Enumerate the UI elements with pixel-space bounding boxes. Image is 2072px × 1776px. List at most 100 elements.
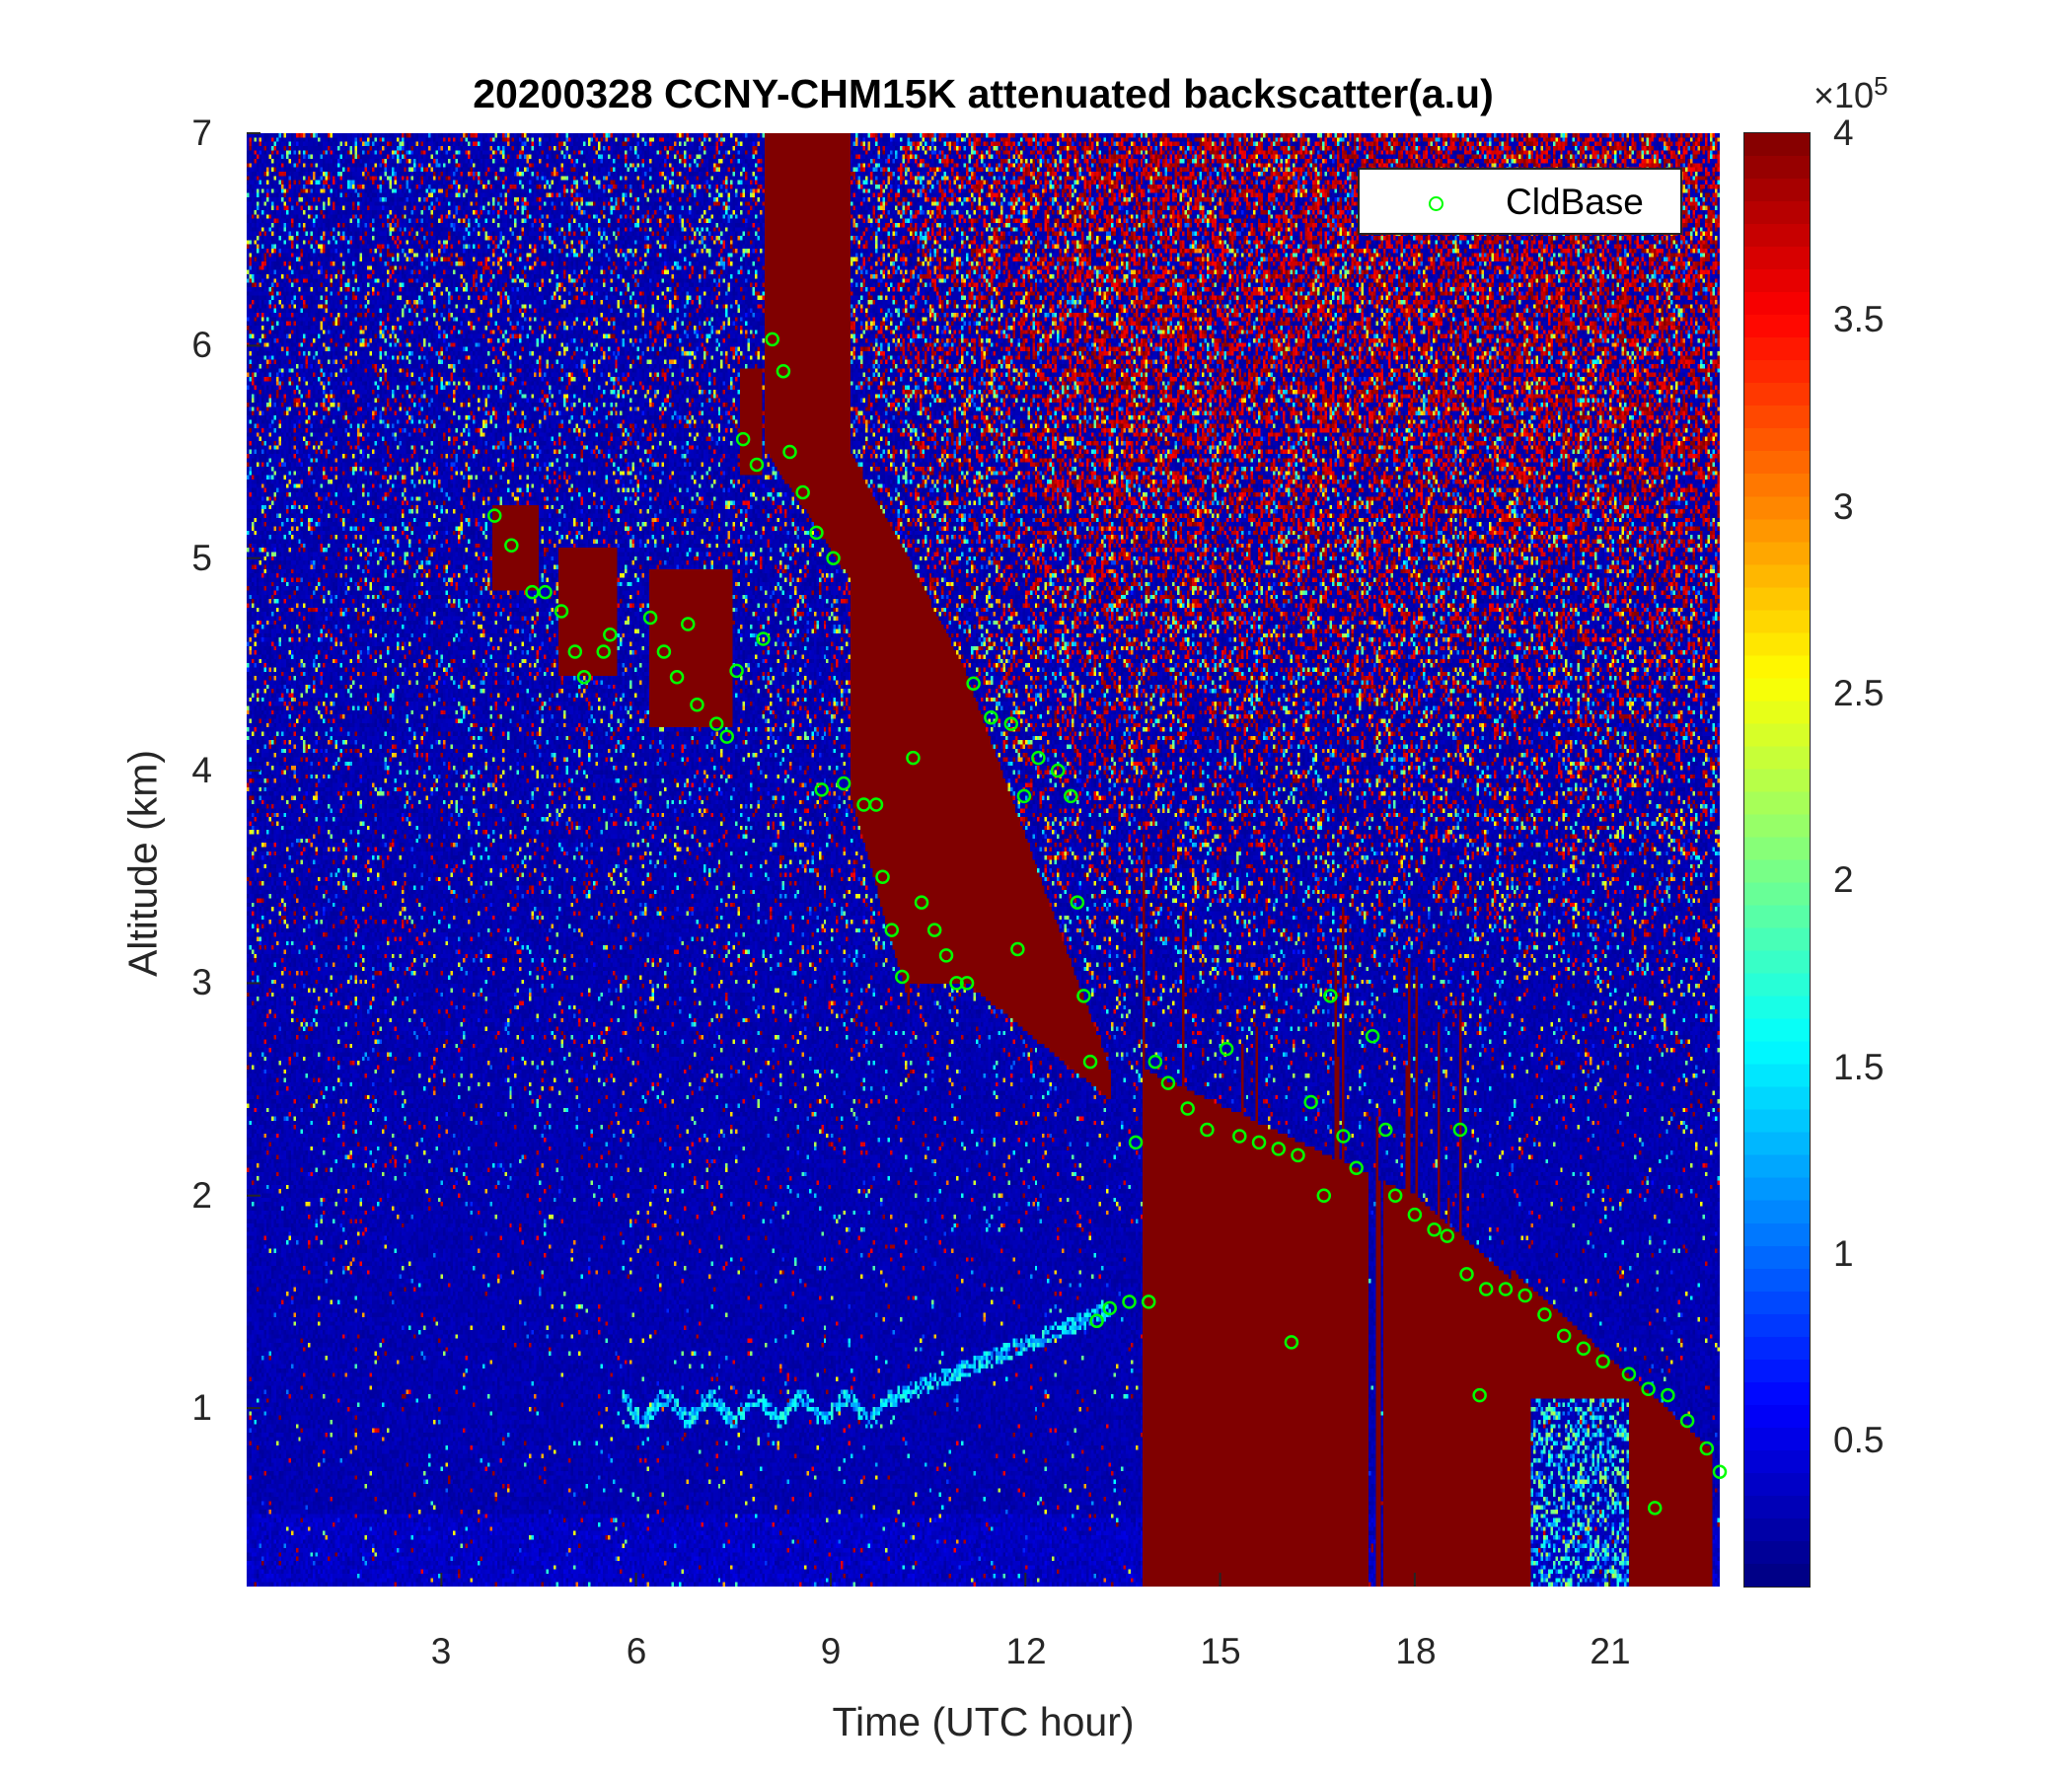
cldbase-point bbox=[809, 525, 824, 541]
cldbase-point bbox=[504, 538, 519, 554]
colorbar-tick-label: 4 bbox=[1833, 112, 1854, 153]
cldbase-point bbox=[576, 670, 592, 685]
cldbase-point bbox=[719, 729, 734, 744]
cldbase-point bbox=[1459, 1267, 1474, 1282]
cldbase-point bbox=[826, 551, 841, 565]
cldbase-point bbox=[1595, 1354, 1610, 1369]
cldbase-point bbox=[1050, 763, 1066, 778]
cldbase-point bbox=[1180, 1101, 1195, 1116]
cldbase-point bbox=[776, 363, 791, 379]
cldbase-point bbox=[868, 797, 884, 812]
cldbase-point bbox=[1427, 1221, 1442, 1237]
cldbase-point bbox=[1556, 1328, 1572, 1344]
cldbase-point bbox=[1387, 1188, 1403, 1204]
cldbase-point bbox=[1699, 1441, 1715, 1456]
x-axis-label: Time (UTC hour) bbox=[832, 1699, 1135, 1744]
cldbase-point bbox=[984, 709, 999, 725]
y-tick-label: 6 bbox=[191, 325, 212, 365]
cldbase-point bbox=[1089, 1313, 1104, 1329]
cldbase-point bbox=[1349, 1160, 1364, 1176]
cldbase-point bbox=[1323, 989, 1338, 1003]
cldbase-point bbox=[656, 644, 672, 659]
x-tick-label: 9 bbox=[820, 1631, 842, 1671]
cldbase-point bbox=[1141, 1295, 1156, 1309]
cldbase-point bbox=[669, 670, 685, 685]
cldbase-point bbox=[735, 431, 751, 447]
cldbase-point bbox=[1003, 716, 1019, 731]
cldbase-point bbox=[884, 923, 900, 937]
cldbase-point bbox=[567, 644, 583, 659]
cldbase-point bbox=[1102, 1300, 1118, 1316]
y-tick-label: 3 bbox=[191, 962, 212, 1002]
cldbase-point bbox=[1661, 1387, 1675, 1403]
cldbase-point bbox=[538, 584, 553, 600]
y-tick-label: 4 bbox=[191, 750, 212, 790]
cldbase-point bbox=[906, 750, 921, 766]
cldbase-point bbox=[1679, 1413, 1695, 1429]
cldbase-point bbox=[1336, 1129, 1351, 1144]
cldbase-point bbox=[926, 923, 942, 937]
colorbar-tick-label: 0.5 bbox=[1833, 1420, 1885, 1460]
cldbase-point bbox=[1712, 1464, 1728, 1479]
y-tick-label: 1 bbox=[191, 1387, 212, 1428]
cldbase-point bbox=[765, 332, 779, 347]
colorbar-tick-label: 1.5 bbox=[1833, 1047, 1885, 1087]
cldbase-point bbox=[1147, 1054, 1163, 1070]
cldbase-point bbox=[1271, 1142, 1287, 1156]
cldbase-point bbox=[1010, 941, 1025, 957]
x-tick-label: 21 bbox=[1590, 1631, 1631, 1671]
cldbase-point bbox=[1478, 1282, 1494, 1296]
cldbase-point bbox=[525, 584, 540, 600]
cldbase-point bbox=[1160, 1075, 1176, 1090]
cldbase-point bbox=[1031, 750, 1046, 766]
cldbase-point bbox=[875, 869, 890, 884]
y-tick-label: 2 bbox=[191, 1175, 212, 1216]
x-tick-label: 18 bbox=[1395, 1631, 1437, 1671]
x-tick-label: 3 bbox=[430, 1631, 452, 1671]
colorbar-multiplier: ×105 bbox=[1813, 71, 1888, 116]
cldbase-point bbox=[1472, 1387, 1487, 1403]
cldbase-point bbox=[814, 782, 829, 797]
cldbase-point bbox=[1498, 1282, 1514, 1296]
x-tick-label: 6 bbox=[626, 1631, 647, 1671]
cldbase-point bbox=[642, 610, 658, 626]
cldbase-point bbox=[1407, 1207, 1423, 1222]
legend-label: CldBase bbox=[1506, 182, 1644, 222]
cldbase-point bbox=[729, 663, 744, 679]
cldbase-point bbox=[1365, 1028, 1380, 1044]
y-tick-label: 7 bbox=[191, 112, 212, 153]
legend-marker-circle-icon bbox=[1429, 196, 1443, 211]
cldbase-point bbox=[782, 444, 797, 460]
chart-title: 20200328 CCNY-CHM15K attenuated backscat… bbox=[473, 71, 1494, 116]
cldbase-point bbox=[756, 631, 771, 646]
cldbase-point bbox=[486, 508, 502, 523]
legend: CldBase bbox=[1358, 168, 1682, 235]
cldbase-point bbox=[1076, 989, 1091, 1003]
backscatter-heatmap bbox=[247, 133, 1720, 1587]
y-tick-label: 5 bbox=[191, 538, 212, 578]
cldbase-point bbox=[1647, 1501, 1663, 1516]
colorbar bbox=[1744, 133, 1810, 1587]
cldbase-point bbox=[1251, 1135, 1267, 1150]
colorbar-tick-label: 1 bbox=[1833, 1233, 1854, 1274]
cldbase-point bbox=[1016, 788, 1032, 804]
cldbase-point bbox=[1128, 1135, 1144, 1150]
colorbar-multiplier-base: ×10 bbox=[1813, 75, 1875, 115]
cldbase-point bbox=[708, 716, 724, 731]
cldbase-point bbox=[1200, 1122, 1215, 1138]
cldbase-point bbox=[1621, 1367, 1637, 1381]
cldbase-point bbox=[1284, 1335, 1299, 1350]
cldbase-point bbox=[1219, 1041, 1234, 1057]
cldbase-point bbox=[603, 627, 618, 642]
colorbar-tick-label: 2.5 bbox=[1833, 673, 1885, 713]
colorbar-tick-label: 2 bbox=[1833, 859, 1854, 900]
cldbase-point bbox=[680, 617, 696, 631]
cldbase-point bbox=[690, 698, 704, 712]
cldbase-point bbox=[1316, 1188, 1332, 1204]
cldbase-point bbox=[856, 797, 871, 812]
colorbar-tick-label: 3 bbox=[1833, 486, 1854, 527]
cldbase-point bbox=[1232, 1129, 1247, 1144]
cldbase-point bbox=[1452, 1122, 1468, 1138]
cldbase-point bbox=[596, 644, 611, 659]
cldbase-point bbox=[1122, 1295, 1137, 1309]
